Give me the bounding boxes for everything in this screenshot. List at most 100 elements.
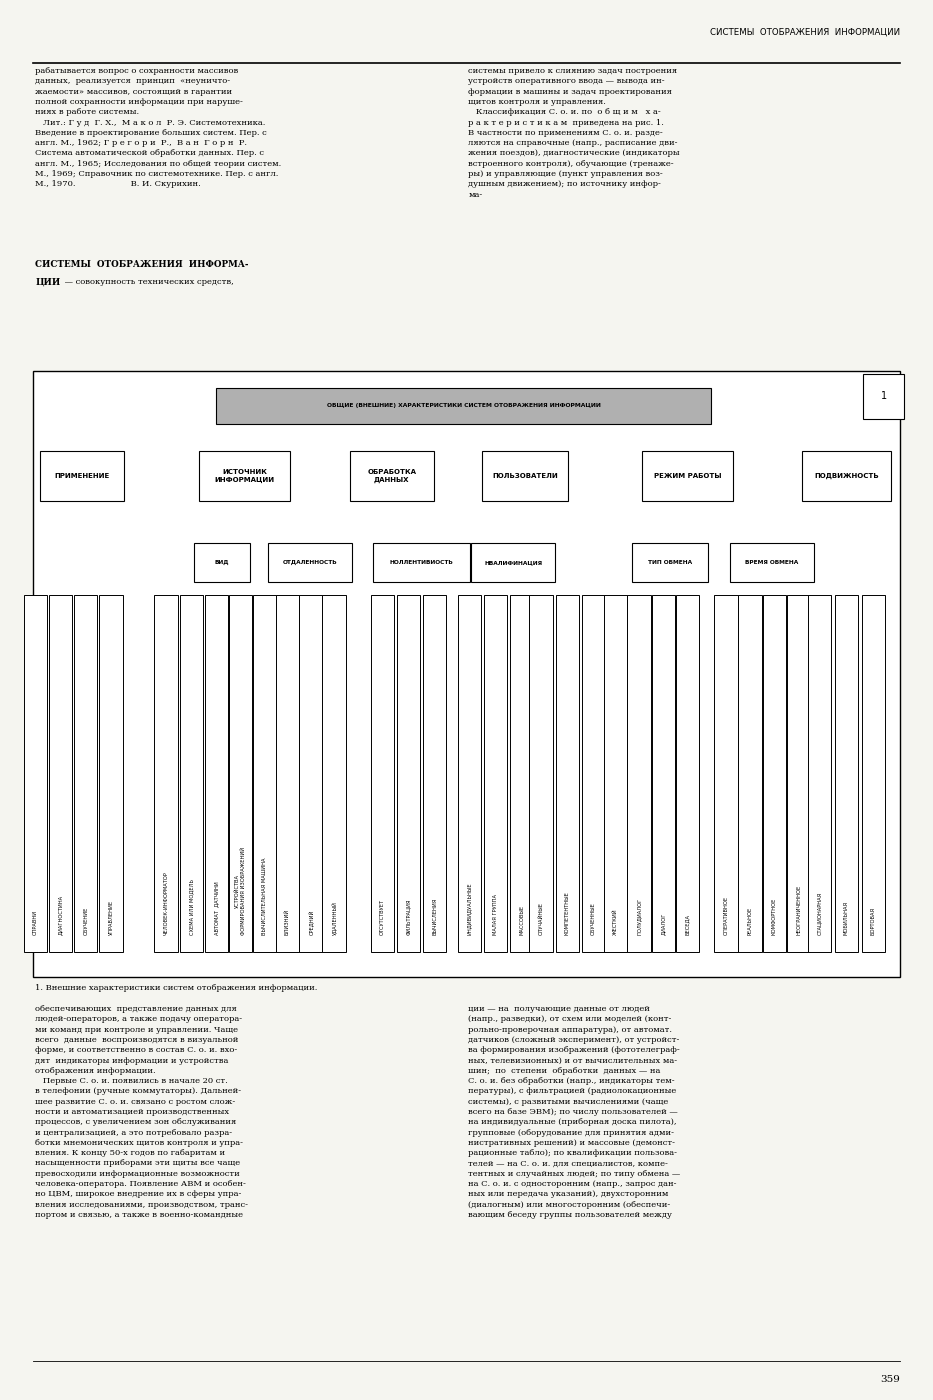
Text: СТАЦИОНАРНАЯ: СТАЦИОНАРНАЯ xyxy=(816,892,822,935)
Text: ДИАГНОСТИНА: ДИАГНОСТИНА xyxy=(58,895,63,935)
FancyBboxPatch shape xyxy=(40,451,124,501)
Text: ОТСУТСТВУЕТ: ОТСУТСТВУЕТ xyxy=(380,899,385,935)
Text: ИСТОЧНИК
ИНФОРМАЦИИ: ИСТОЧНИК ИНФОРМАЦИИ xyxy=(215,469,274,483)
Text: ОТДАЛЕННОСТЬ: ОТДАЛЕННОСТЬ xyxy=(283,560,337,566)
FancyBboxPatch shape xyxy=(424,595,447,952)
Text: ВРЕМЯ ОБМЕНА: ВРЕМЯ ОБМЕНА xyxy=(745,560,799,566)
FancyBboxPatch shape xyxy=(763,595,786,952)
Text: ЦИИ: ЦИИ xyxy=(35,279,61,287)
FancyBboxPatch shape xyxy=(216,388,711,424)
FancyBboxPatch shape xyxy=(835,595,858,952)
FancyBboxPatch shape xyxy=(457,595,481,952)
FancyBboxPatch shape xyxy=(49,595,73,952)
Text: СЛУЧАЙНЫЕ: СЛУЧАЙНЫЕ xyxy=(538,902,544,935)
FancyBboxPatch shape xyxy=(205,595,228,952)
FancyBboxPatch shape xyxy=(276,595,299,952)
Text: 359: 359 xyxy=(881,1375,900,1383)
Text: рабатывается вопрос о сохранности массивов
данных,  реализуется  принцип  «неуни: рабатывается вопрос о сохранности массив… xyxy=(35,67,282,188)
Text: ПОЛЬЗОВАТЕЛИ: ПОЛЬЗОВАТЕЛИ xyxy=(493,473,558,479)
Text: ФИЛЬТРАЦИЯ: ФИЛЬТРАЦИЯ xyxy=(406,899,411,935)
Text: МАССОВЫЕ: МАССОВЫЕ xyxy=(519,904,524,935)
FancyBboxPatch shape xyxy=(628,595,651,952)
FancyBboxPatch shape xyxy=(323,595,345,952)
FancyBboxPatch shape xyxy=(642,451,733,501)
Text: 1: 1 xyxy=(881,391,886,402)
Text: УДАЛЕННЫЙ: УДАЛЕННЫЙ xyxy=(331,902,337,935)
Text: АВТОМАТ  ДАТЧИНИ: АВТОМАТ ДАТЧИНИ xyxy=(214,882,219,935)
FancyBboxPatch shape xyxy=(739,595,762,952)
Text: ВЫЧИСЛИТЕЛЬНАЯ МАШИНА: ВЫЧИСЛИТЕЛЬНАЯ МАШИНА xyxy=(262,858,268,935)
FancyBboxPatch shape xyxy=(397,595,420,952)
Text: РЕАЛЬНОЕ: РЕАЛЬНОЕ xyxy=(747,907,753,935)
Text: ЧЕЛОВЕК-ИНФОРМАТОР: ЧЕЛОВЕК-ИНФОРМАТОР xyxy=(163,871,169,935)
Text: НЕОГРАНИЧЕННОЕ: НЕОГРАНИЧЕННОЕ xyxy=(796,885,801,935)
Text: ОБУЧЕНИЕ: ОБУЧЕНИЕ xyxy=(83,907,89,935)
Text: ПОДВИЖНОСТЬ: ПОДВИЖНОСТЬ xyxy=(814,473,879,479)
FancyBboxPatch shape xyxy=(370,595,394,952)
Text: КОМФОРТНОЕ: КОМФОРТНОЕ xyxy=(772,897,777,935)
Text: БЕСЕДА: БЕСЕДА xyxy=(685,914,690,935)
FancyBboxPatch shape xyxy=(802,451,890,501)
Text: РЕЖИМ РАБОТЫ: РЕЖИМ РАБОТЫ xyxy=(654,473,721,479)
Text: НОЛЛЕНТИВИОСТЬ: НОЛЛЕНТИВИОСТЬ xyxy=(390,560,453,566)
FancyBboxPatch shape xyxy=(808,595,831,952)
FancyBboxPatch shape xyxy=(675,595,700,952)
Text: КОМПЕТЕНТНЫЕ: КОМПЕТЕНТНЫЕ xyxy=(564,892,570,935)
Text: СИСТЕМЫ  ОТОБРАЖЕНИЯ  ИНФОРМАЦИИ: СИСТЕМЫ ОТОБРАЖЕНИЯ ИНФОРМАЦИИ xyxy=(710,28,900,36)
Text: ТИП ОБМЕНА: ТИП ОБМЕНА xyxy=(648,560,692,566)
Text: — совокупность технических средств,: — совокупность технических средств, xyxy=(62,279,233,286)
FancyBboxPatch shape xyxy=(75,595,98,952)
Text: обеспечивающих  представление данных для
людей-операторов, а также подачу операт: обеспечивающих представление данных для … xyxy=(35,1005,248,1219)
FancyBboxPatch shape xyxy=(99,595,123,952)
Text: ИНДИВИДУАЛЬНЫЕ: ИНДИВИДУАЛЬНЫЕ xyxy=(466,882,472,935)
Text: СПРАВНИ: СПРАВНИ xyxy=(33,910,38,935)
Text: ВЫЧИСЛЕНИЯ: ВЫЧИСЛЕНИЯ xyxy=(432,897,438,935)
FancyBboxPatch shape xyxy=(373,543,470,582)
FancyBboxPatch shape xyxy=(510,595,534,952)
FancyBboxPatch shape xyxy=(530,595,552,952)
FancyBboxPatch shape xyxy=(484,595,508,952)
FancyBboxPatch shape xyxy=(194,543,250,582)
FancyBboxPatch shape xyxy=(24,595,47,952)
Text: МОБИЛЬНАЯ: МОБИЛЬНАЯ xyxy=(843,902,849,935)
FancyBboxPatch shape xyxy=(582,595,606,952)
Text: ЖЕСТКИЙ: ЖЕСТКИЙ xyxy=(613,909,619,935)
Text: ВИД: ВИД xyxy=(215,560,230,566)
Text: ПРИМЕНЕНИЕ: ПРИМЕНЕНИЕ xyxy=(54,473,110,479)
FancyBboxPatch shape xyxy=(154,595,177,952)
FancyBboxPatch shape xyxy=(253,595,276,952)
FancyBboxPatch shape xyxy=(556,595,578,952)
FancyBboxPatch shape xyxy=(730,543,814,582)
Text: ОБУЧЕННЫЕ: ОБУЧЕННЫЕ xyxy=(591,903,596,935)
FancyBboxPatch shape xyxy=(605,595,628,952)
Text: ОБЩИЕ (ВНЕШНИЕ) ХАРАКТЕРИСТИКИ СИСТЕМ ОТОБРАЖЕНИЯ ИНФОРМАЦИИ: ОБЩИЕ (ВНЕШНИЕ) ХАРАКТЕРИСТИКИ СИСТЕМ ОТ… xyxy=(327,403,601,409)
FancyBboxPatch shape xyxy=(787,595,810,952)
Text: ДИАЛОГ: ДИАЛОГ xyxy=(661,913,666,935)
Text: УСТРОЙСТВА
ФОРМИРОВАНИЯ ИЗОБРАЖЕНИЙ: УСТРОЙСТВА ФОРМИРОВАНИЯ ИЗОБРАЖЕНИЙ xyxy=(235,847,246,935)
FancyBboxPatch shape xyxy=(471,543,555,582)
Text: НВАЛИФИНАЦИЯ: НВАЛИФИНАЦИЯ xyxy=(484,560,542,566)
FancyBboxPatch shape xyxy=(715,595,738,952)
FancyBboxPatch shape xyxy=(230,595,252,952)
Text: ции — на  получающие данные от людей
(напр., разведки), от схем или моделей (кон: ции — на получающие данные от людей (нап… xyxy=(468,1005,680,1219)
FancyBboxPatch shape xyxy=(482,451,568,501)
Text: ПОЛУДИАЛОГ: ПОЛУДИАЛОГ xyxy=(636,897,642,935)
FancyBboxPatch shape xyxy=(199,451,290,501)
Text: СИСТЕМЫ  ОТОБРАЖЕНИЯ  ИНФОРМА-: СИСТЕМЫ ОТОБРАЖЕНИЯ ИНФОРМА- xyxy=(35,260,249,269)
FancyBboxPatch shape xyxy=(33,371,900,977)
FancyBboxPatch shape xyxy=(651,595,675,952)
Text: БОРТОВАЯ: БОРТОВАЯ xyxy=(870,907,876,935)
Text: СРЕДНИЙ: СРЕДНИЙ xyxy=(308,910,313,935)
FancyBboxPatch shape xyxy=(632,543,708,582)
FancyBboxPatch shape xyxy=(179,595,202,952)
FancyBboxPatch shape xyxy=(299,595,323,952)
Text: УПРАВЛЕНИЕ: УПРАВЛЕНИЕ xyxy=(108,900,114,935)
Text: БЛИЗНИЙ: БЛИЗНИЙ xyxy=(285,909,290,935)
FancyBboxPatch shape xyxy=(862,595,885,952)
Text: системы привело к слиянию задач построения
устройств оперативного ввода — вывода: системы привело к слиянию задач построен… xyxy=(468,67,680,199)
FancyBboxPatch shape xyxy=(268,543,352,582)
Text: 1. Внешние характеристики систем отображения информации.: 1. Внешние характеристики систем отображ… xyxy=(35,984,318,993)
Text: МАЛАЯ ГРУППА: МАЛАЯ ГРУППА xyxy=(493,895,498,935)
Text: ОПЕРАТИВНОЕ: ОПЕРАТИВНОЕ xyxy=(723,896,729,935)
FancyBboxPatch shape xyxy=(350,451,434,501)
